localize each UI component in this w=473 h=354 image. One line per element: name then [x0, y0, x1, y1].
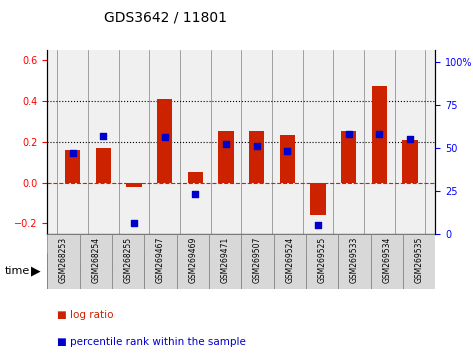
- Bar: [249, 131, 264, 183]
- FancyBboxPatch shape: [209, 234, 241, 289]
- Text: 12 h: 12 h: [181, 266, 204, 276]
- Bar: [157, 99, 172, 183]
- FancyBboxPatch shape: [144, 234, 176, 289]
- Text: GSM268255: GSM268255: [123, 236, 132, 282]
- Point: [222, 141, 230, 147]
- Text: GSM269524: GSM269524: [285, 236, 294, 282]
- Bar: [126, 183, 141, 187]
- Text: GSM269534: GSM269534: [382, 236, 391, 283]
- Point: [376, 131, 383, 137]
- Point: [283, 148, 291, 154]
- Point: [253, 143, 260, 149]
- Bar: [65, 150, 80, 183]
- FancyBboxPatch shape: [47, 234, 79, 289]
- FancyBboxPatch shape: [47, 253, 144, 289]
- Bar: [402, 139, 418, 183]
- Text: GDS3642 / 11801: GDS3642 / 11801: [104, 11, 227, 25]
- Text: 24 h: 24 h: [278, 266, 301, 276]
- FancyBboxPatch shape: [144, 253, 241, 289]
- FancyBboxPatch shape: [112, 234, 144, 289]
- Point: [345, 131, 352, 137]
- Text: GSM269533: GSM269533: [350, 236, 359, 283]
- FancyBboxPatch shape: [241, 253, 338, 289]
- Point: [99, 133, 107, 138]
- Text: ■ percentile rank within the sample: ■ percentile rank within the sample: [57, 337, 245, 347]
- Text: ■ log ratio: ■ log ratio: [57, 310, 113, 320]
- Text: ▶: ▶: [31, 264, 40, 277]
- Text: 72 h: 72 h: [375, 266, 398, 276]
- FancyBboxPatch shape: [370, 234, 403, 289]
- FancyBboxPatch shape: [338, 234, 370, 289]
- FancyBboxPatch shape: [338, 253, 435, 289]
- Text: GSM268254: GSM268254: [91, 236, 100, 282]
- Text: GSM268253: GSM268253: [59, 236, 68, 282]
- Point: [406, 136, 414, 142]
- FancyBboxPatch shape: [79, 234, 112, 289]
- Text: GSM269469: GSM269469: [188, 236, 197, 283]
- FancyBboxPatch shape: [306, 234, 338, 289]
- FancyBboxPatch shape: [403, 234, 435, 289]
- Point: [314, 222, 322, 228]
- Text: GSM269507: GSM269507: [253, 236, 262, 283]
- FancyBboxPatch shape: [176, 234, 209, 289]
- Point: [69, 150, 76, 156]
- Text: baseline control: baseline control: [54, 266, 138, 276]
- Bar: [280, 136, 295, 183]
- FancyBboxPatch shape: [273, 234, 306, 289]
- Text: time: time: [5, 266, 30, 276]
- Text: GSM269535: GSM269535: [414, 236, 423, 283]
- Text: GSM269467: GSM269467: [156, 236, 165, 283]
- Text: GSM269471: GSM269471: [220, 236, 229, 282]
- Bar: [371, 86, 387, 183]
- Bar: [218, 131, 234, 183]
- Bar: [188, 172, 203, 183]
- Text: GSM269525: GSM269525: [317, 236, 326, 282]
- Point: [192, 191, 199, 197]
- Point: [130, 221, 138, 226]
- Bar: [310, 183, 325, 215]
- FancyBboxPatch shape: [241, 234, 273, 289]
- Bar: [96, 148, 111, 183]
- Bar: [341, 131, 356, 183]
- Point: [161, 135, 168, 140]
